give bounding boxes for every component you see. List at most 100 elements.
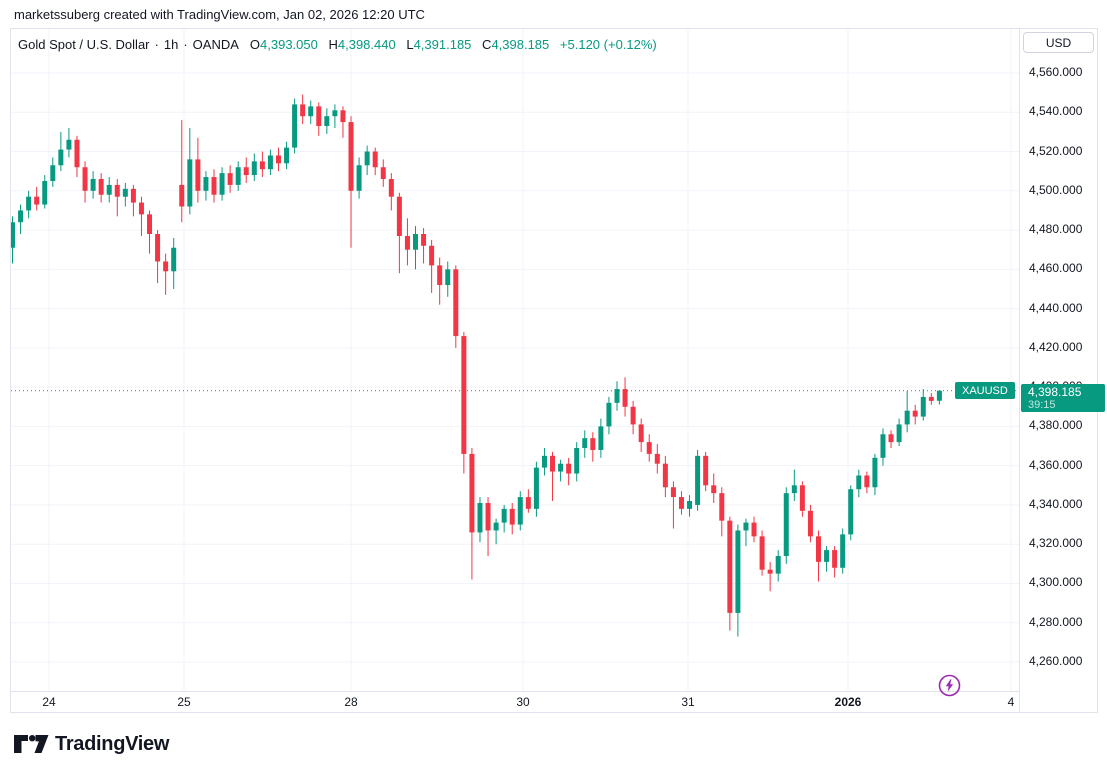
candle: [759, 530, 765, 576]
candle: [235, 161, 241, 191]
candle: [614, 381, 620, 411]
candle: [203, 171, 209, 201]
candle: [106, 177, 112, 203]
candle: [26, 190, 32, 219]
candle: [58, 131, 64, 172]
tradingview-logo-icon: [14, 735, 49, 753]
tradingview-logo[interactable]: TradingView: [14, 733, 169, 756]
candle: [743, 518, 749, 547]
candle: [896, 418, 902, 447]
candle: [703, 451, 709, 492]
time-axis[interactable]: 24 25 28 30 31 2026 4: [11, 692, 1019, 712]
candle: [98, 173, 104, 203]
candle: [783, 487, 789, 564]
close-label: C: [482, 37, 492, 52]
candle: [662, 455, 668, 498]
price-scale-divider: [1019, 29, 1020, 712]
candle: [332, 104, 338, 128]
candle: [695, 449, 701, 511]
candle: [517, 491, 523, 531]
candle: [404, 218, 410, 266]
candle: [130, 184, 136, 217]
candle: [687, 495, 693, 517]
close-value: 4,398.185: [491, 37, 550, 52]
price-axis-label: 4,520.000: [1029, 143, 1083, 158]
candle: [356, 157, 362, 199]
time-axis-label: 28: [344, 695, 358, 709]
candle: [461, 332, 467, 474]
candle: [421, 228, 427, 264]
candle: [211, 169, 217, 203]
candle: [34, 186, 40, 211]
candle: [300, 94, 306, 125]
price-axis-label: 4,320.000: [1029, 536, 1083, 551]
candle: [187, 127, 193, 215]
candle: [243, 157, 249, 183]
symbol-badge-text: XAUUSD: [962, 384, 1008, 397]
candle: [388, 173, 394, 211]
interval-label: 1h: [163, 37, 179, 52]
candle: [533, 461, 539, 517]
candle: [558, 459, 564, 482]
exchange-label: OANDA: [192, 37, 239, 52]
low-label: L: [406, 37, 414, 52]
candle: [437, 257, 443, 305]
flash-icon[interactable]: [938, 674, 961, 697]
candle: [179, 120, 185, 223]
candle: [775, 550, 781, 582]
candle: [429, 239, 435, 293]
chart-frame: Gold Spot / U.S. Dollar · 1h · OANDA O4,…: [10, 28, 1105, 713]
candle: [292, 98, 298, 154]
candle: [267, 149, 273, 176]
price-axis-label: 4,560.000: [1029, 65, 1083, 79]
candle: [791, 469, 797, 502]
candle: [912, 404, 918, 425]
price-axis-label: 4,260.000: [1029, 654, 1083, 668]
candle: [469, 447, 475, 580]
candle: [50, 157, 56, 187]
candle: [477, 497, 483, 543]
candle: [171, 237, 177, 289]
candle: [316, 102, 322, 136]
candle: [654, 444, 660, 474]
open-label: O: [249, 37, 261, 52]
symbol-title: Gold Spot / U.S. Dollar: [18, 37, 150, 52]
candle: [582, 430, 588, 458]
candle: [856, 469, 862, 498]
candle: [340, 106, 346, 138]
price-axis-label: 4,360.000: [1029, 457, 1083, 472]
candle: [195, 137, 201, 203]
candle: [308, 100, 314, 125]
price-axis-label: 4,460.000: [1029, 261, 1083, 276]
candle: [163, 253, 169, 295]
candle: [598, 418, 604, 458]
candle: [920, 389, 926, 421]
candle: [638, 418, 644, 452]
candlestick-plot: [11, 29, 1019, 691]
price-axis[interactable]: 4,560.000 4,540.000 4,520.000 4,500.000 4,48…: [1020, 29, 1097, 691]
candle: [227, 165, 233, 193]
candle: [147, 210, 153, 254]
currency-usd-button[interactable]: USD: [1023, 32, 1094, 53]
candle: [832, 546, 838, 578]
ohlc-values: O4,393.050 H4,398.440 L4,391.185 C4,398.…: [250, 37, 657, 52]
price-axis-label: 4,480.000: [1029, 222, 1083, 237]
candle: [372, 147, 378, 176]
candle: [880, 428, 886, 466]
candle: [670, 481, 676, 529]
candle: [259, 151, 265, 178]
candle: [122, 182, 128, 207]
price-axis-label: 4,300.000: [1029, 575, 1083, 590]
candle: [719, 487, 725, 537]
price-axis-label: 4,280.000: [1029, 614, 1083, 629]
candle: [82, 161, 88, 203]
candle: [711, 473, 717, 503]
candle: [630, 400, 636, 435]
candle: [541, 447, 547, 476]
candle: [396, 192, 402, 274]
candle: [824, 546, 830, 572]
candle: [219, 167, 225, 201]
candle: [928, 393, 934, 405]
low-value: 4,391.185: [413, 37, 472, 52]
